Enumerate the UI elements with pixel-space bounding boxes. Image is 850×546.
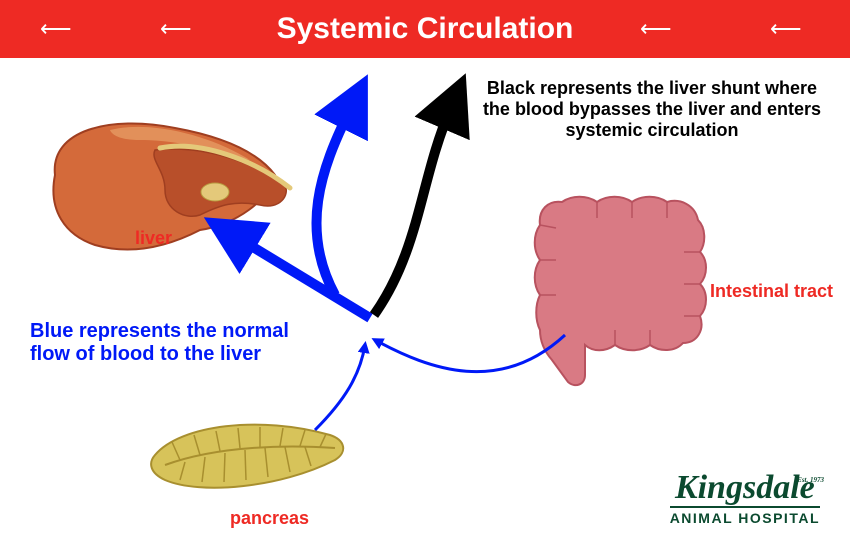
label-intestine: Intestinal tract (710, 281, 833, 302)
label-pancreas: pancreas (230, 508, 309, 529)
logo-main: Kingsdale Est. 1973 (670, 473, 820, 504)
caption-shunt: Black represents the liver shunt where t… (472, 78, 832, 141)
brand-logo: Kingsdale Est. 1973 ANIMAL HOSPITAL (670, 473, 820, 526)
arrow-junction-to-liver (238, 238, 370, 318)
flow-arrow-icon: ⟵ (640, 16, 670, 42)
arrow-intestine-to-junction (375, 335, 565, 372)
header-title: Systemic Circulation (277, 12, 574, 46)
caption-normal-flow: Blue represents the normal flow of blood… (30, 320, 330, 366)
header-banner: ⟵ ⟵ Systemic Circulation ⟵ ⟵ (0, 0, 850, 58)
intestine-organ (535, 197, 706, 385)
logo-est: Est. 1973 (797, 477, 824, 483)
logo-sub: ANIMAL HOSPITAL (670, 506, 820, 526)
arrow-shunt (374, 110, 450, 315)
label-liver: liver (135, 228, 172, 249)
arrow-junction-to-systemic (316, 110, 350, 295)
flow-arrow-icon: ⟵ (160, 16, 190, 42)
flow-arrow-icon: ⟵ (40, 16, 70, 42)
pancreas-organ (151, 425, 343, 488)
flow-arrow-icon: ⟵ (770, 16, 800, 42)
